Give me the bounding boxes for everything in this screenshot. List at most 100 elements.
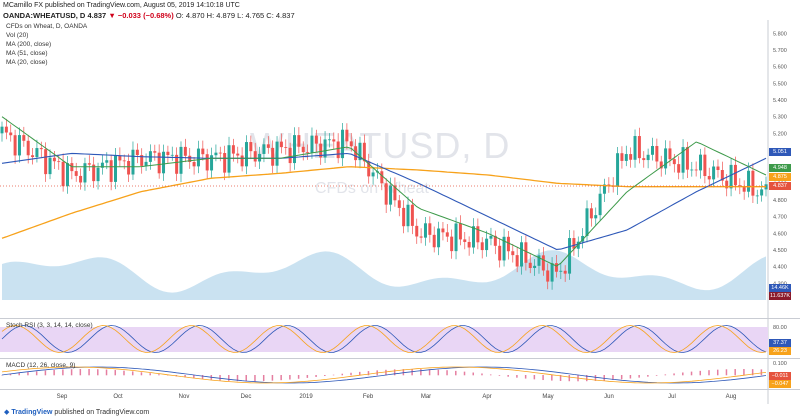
- candle-body: [616, 153, 620, 187]
- candle-body: [65, 163, 69, 187]
- macd-histogram-bar: [324, 375, 326, 376]
- macd-histogram-bar: [53, 369, 55, 376]
- candle-body: [624, 154, 628, 161]
- time-tick-label: Aug: [726, 394, 737, 400]
- macd-histogram-bar: [568, 375, 571, 382]
- candle-body: [581, 235, 585, 242]
- macd-histogram-bar: [315, 375, 317, 377]
- candle-body: [585, 208, 589, 236]
- legend-ma20[interactable]: MA (20, close): [6, 59, 48, 66]
- candle-body: [17, 135, 21, 156]
- macd-histogram-bar: [516, 375, 518, 378]
- candle-body: [699, 154, 703, 171]
- footer-text: published on TradingView.com: [54, 409, 150, 416]
- candle-body: [240, 155, 244, 167]
- time-axis[interactable]: Sep Oct Nov Dec 2019 Feb Mar Apr May Jun Jul Aug: [57, 394, 737, 400]
- candle-body: [266, 144, 270, 148]
- macd-tick-label: 0.100: [773, 361, 787, 367]
- legend-ma51[interactable]: MA (51, close): [6, 50, 48, 57]
- macd-histogram-bar: [673, 373, 675, 376]
- candle-body: [249, 142, 253, 152]
- candle-body: [170, 154, 174, 156]
- legend-title: CFDs on Wheat, D, OANDA: [6, 23, 88, 30]
- candle-body: [480, 242, 484, 251]
- price-tick-label: 4.700: [773, 215, 787, 221]
- macd-histogram-bar: [88, 369, 90, 376]
- candle-body: [568, 238, 572, 274]
- candle-body: [175, 154, 179, 174]
- candle-body: [454, 223, 458, 252]
- macd-histogram-bar: [455, 370, 457, 376]
- candle-body: [716, 166, 720, 171]
- candle-body: [105, 160, 109, 163]
- macd-histogram-bar: [27, 372, 29, 376]
- candle-body: [122, 160, 126, 162]
- candle-body: [467, 241, 471, 248]
- candle-body: [672, 159, 676, 165]
- footer-brand[interactable]: TradingView: [11, 409, 53, 416]
- candle-body: [153, 151, 157, 153]
- candle-body: [31, 155, 35, 158]
- candle-body: [533, 265, 537, 268]
- macd-value: −0.011: [769, 372, 791, 380]
- candle-body: [707, 176, 711, 180]
- price-tag: 11.637K: [769, 292, 791, 300]
- candle-body: [520, 242, 524, 267]
- macd-histogram-bar: [664, 374, 667, 376]
- legend-volume[interactable]: Vol (20): [6, 32, 29, 39]
- candle-body: [262, 144, 266, 154]
- candle-body: [205, 154, 209, 171]
- candle-body: [690, 169, 694, 171]
- macd-lines: 0.100: [1, 361, 787, 384]
- candle-body: [183, 146, 187, 156]
- candle-body: [489, 235, 493, 239]
- macd-histogram-bar: [62, 369, 64, 376]
- macd-histogram-bar: [620, 375, 623, 380]
- candle-body: [450, 236, 454, 252]
- macd-histogram-bar: [751, 369, 754, 376]
- candle-body: [637, 136, 641, 159]
- candle-body: [668, 148, 672, 160]
- price-axis[interactable]: 5.8005.7005.6005.5005.4005.3005.2005.100…: [773, 31, 787, 287]
- macd-histogram-bar: [655, 375, 658, 376]
- candle-body: [371, 172, 375, 177]
- price-tick-label: 4.500: [773, 248, 787, 254]
- macd-histogram-bar: [149, 373, 151, 376]
- candle-body: [703, 154, 707, 177]
- candle-body: [629, 154, 633, 160]
- candle-body: [9, 132, 13, 136]
- candle-body: [140, 155, 144, 166]
- candle-body: [410, 204, 414, 226]
- macd-histogram-bar: [682, 372, 684, 376]
- macd-histogram-bar: [236, 375, 239, 382]
- symbol-name[interactable]: OANDA:WHEATUSD, D: [3, 11, 86, 20]
- candle-body: [725, 180, 729, 189]
- candle-body: [559, 270, 563, 272]
- macd-histogram-bar: [280, 375, 282, 381]
- macd-histogram-bar: [332, 374, 335, 376]
- macd-histogram-bar: [393, 369, 396, 376]
- candle-body: [214, 152, 218, 156]
- legend-ma200[interactable]: MA (200, close): [6, 41, 52, 48]
- candle-body: [57, 161, 61, 163]
- candle-body: [541, 255, 545, 271]
- macd-histogram-bar: [385, 369, 387, 376]
- candle-body: [323, 139, 327, 158]
- candle-body: [572, 238, 576, 249]
- candle-body: [118, 155, 122, 161]
- candle-body: [231, 145, 235, 154]
- candle-body: [96, 167, 100, 182]
- macd-histogram-bar: [341, 373, 344, 376]
- stoch-band: [0, 327, 768, 352]
- candle-body: [362, 142, 366, 162]
- candle-body: [406, 204, 410, 227]
- macd-histogram-bar: [254, 375, 256, 382]
- macd-histogram-bar: [603, 375, 605, 381]
- macd-histogram-bar: [551, 375, 553, 381]
- macd-histogram-bar: [725, 369, 728, 376]
- candle-body: [594, 215, 598, 219]
- candle-body: [598, 193, 602, 216]
- candle-body: [602, 184, 606, 194]
- time-tick-label: Jun: [604, 394, 614, 400]
